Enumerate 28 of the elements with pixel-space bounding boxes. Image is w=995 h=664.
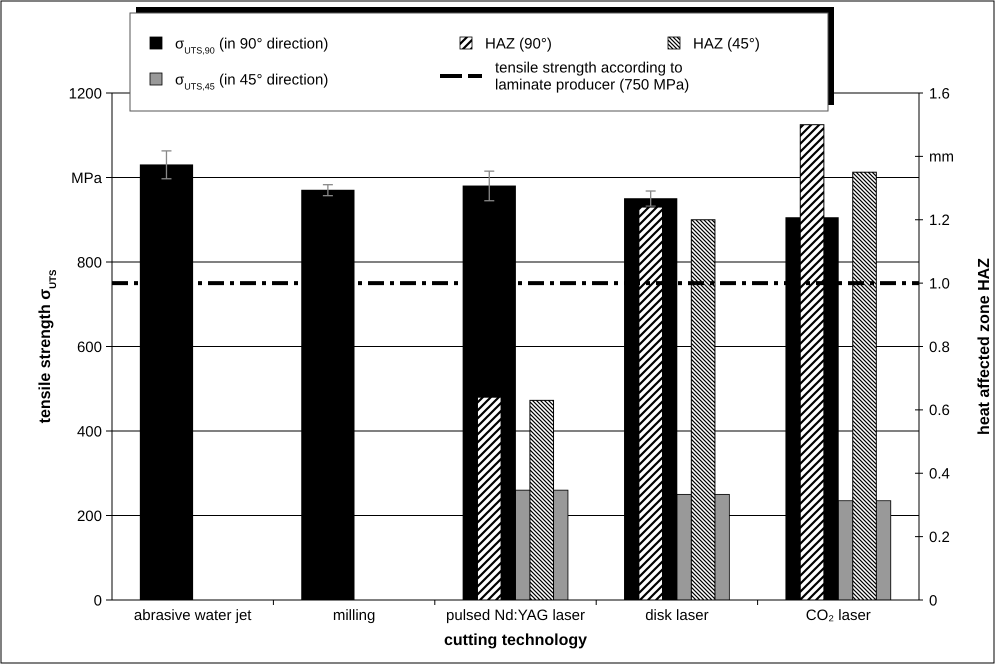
legend-label: HAZ (45°) <box>693 35 760 52</box>
y-tick-label: 0 <box>94 592 102 610</box>
y2-tick-label: 0.2 <box>929 528 950 546</box>
legend-label: HAZ (90°) <box>485 35 552 52</box>
y2-tick-label: 1.6 <box>929 85 950 102</box>
y2-tick-label: mm <box>929 148 954 166</box>
y-tick-label: 800 <box>76 254 102 272</box>
x-tick-label: CO₂ laser <box>806 607 871 624</box>
x-tick-label: pulsed Nd:YAG laser <box>446 607 585 624</box>
x-tick-label: milling <box>332 607 376 624</box>
y2-axis-title: heat affected zone HAZ <box>976 258 993 435</box>
y-tick-label: MPa <box>71 170 103 187</box>
legend-label: tensile strength according to laminate producer (750 MPa) <box>495 59 690 94</box>
y-tick-label: 400 <box>76 423 102 440</box>
y-tick-label: 600 <box>76 338 102 356</box>
y2-tick-label: 0.8 <box>929 338 950 356</box>
y2-tick-label: 1.0 <box>929 275 950 292</box>
y-tick-label: 1200 <box>68 85 102 102</box>
legend-label: σ$_{UTS,90}$ (in 90° direction) <box>175 35 328 56</box>
y2-tick-label: 0 <box>929 592 938 610</box>
x-tick-label: abrasive water jet <box>134 607 252 624</box>
y-tick-label: 200 <box>76 508 102 525</box>
y2-tick-label: 0.4 <box>929 466 950 482</box>
legend-label: σ$_{UTS,45}$ (in 45° direction) <box>175 71 328 92</box>
y2-tick-label: 0.6 <box>929 402 950 420</box>
x-axis-title: cutting technology <box>444 632 588 649</box>
x-tick-label: disk laser <box>645 607 709 624</box>
y2-tick-label: 1.2 <box>929 212 950 229</box>
